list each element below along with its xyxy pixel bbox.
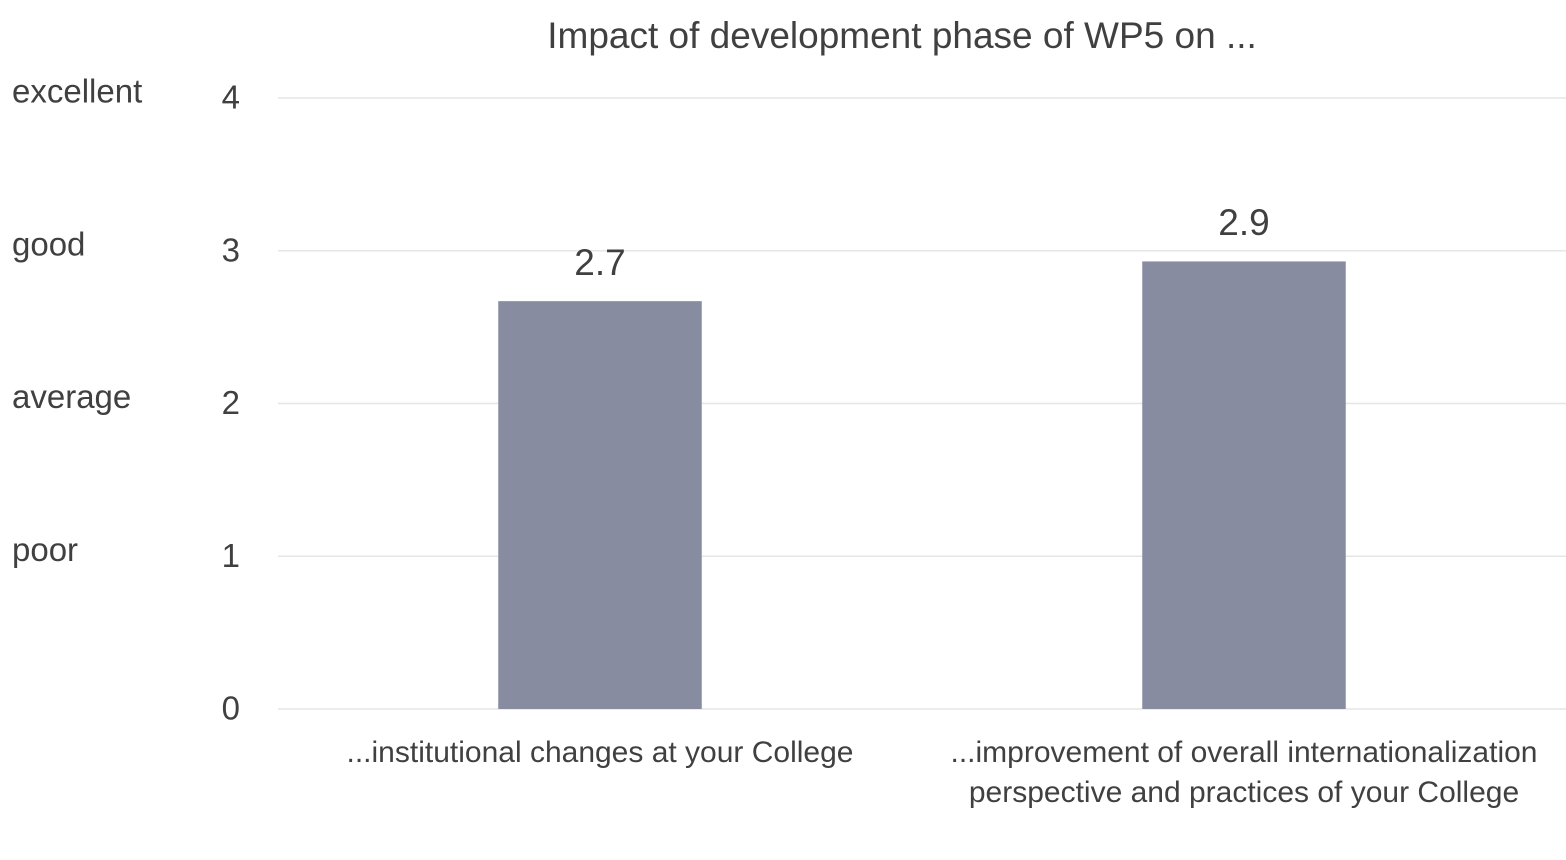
x-tick-label: ...institutional changes at your College	[346, 736, 854, 769]
data-label: 2.7	[574, 242, 625, 283]
scale-label: average	[12, 378, 131, 415]
scale-label: good	[12, 225, 85, 262]
y-tick-label: 3	[222, 231, 240, 268]
scale-label: excellent	[12, 73, 142, 110]
y-tick-label: 2	[222, 384, 240, 421]
bar	[1142, 261, 1346, 709]
data-label: 2.9	[1218, 202, 1269, 243]
y-tick-label: 4	[222, 79, 240, 116]
chart-title: Impact of development phase of WP5 on ..…	[547, 15, 1257, 56]
x-tick-label: ...improvement of overall internationali…	[950, 736, 1538, 809]
y-tick-label: 0	[222, 690, 240, 727]
scale-label: poor	[12, 531, 78, 568]
y-tick-label: 1	[222, 537, 240, 574]
bar	[498, 301, 702, 709]
